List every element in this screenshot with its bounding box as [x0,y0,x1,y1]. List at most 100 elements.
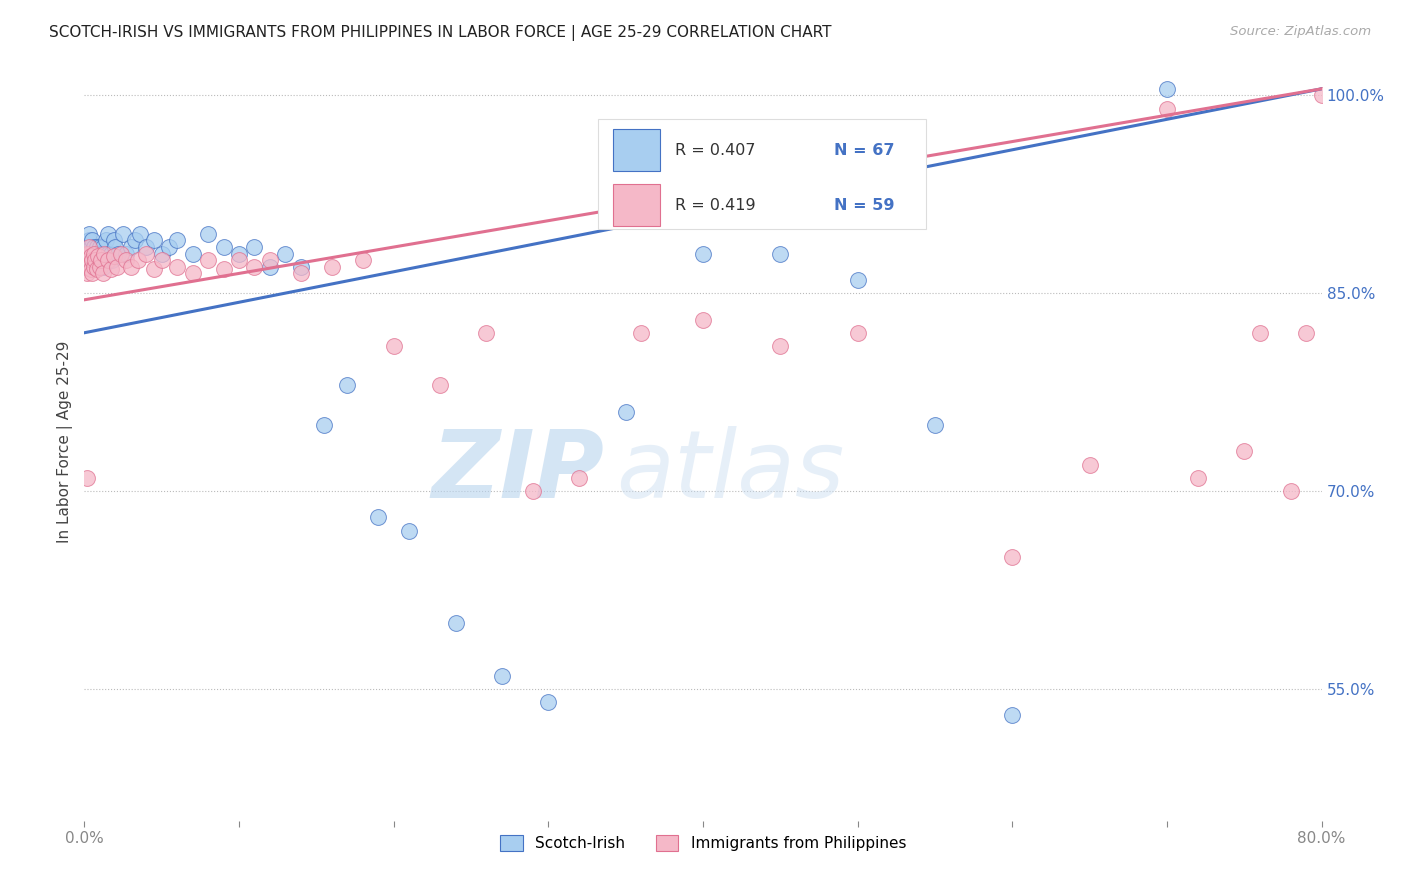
Text: R = 0.419: R = 0.419 [675,197,755,212]
Point [1310,88,1333,103]
Point [84,246,107,260]
Point [537,695,560,709]
Point [150,253,173,268]
Point [129,227,152,241]
Point [159,240,180,254]
Point [89,260,111,274]
Text: Source: ZipAtlas.com: Source: ZipAtlas.com [1230,25,1371,38]
Point [87,249,110,263]
Point [75,260,97,274]
Point [91,240,114,254]
Point [93,246,115,260]
Point [444,615,467,630]
Point [924,418,946,433]
Point [83,240,105,254]
Point [382,339,405,353]
Text: N = 59: N = 59 [834,197,894,212]
Point [321,260,343,274]
Point [96,227,118,241]
Point [120,260,142,274]
Point [90,246,112,260]
Point [110,246,132,260]
Point [76,260,98,274]
Point [75,249,97,263]
Point [135,240,157,254]
Point [212,262,235,277]
Point [398,524,420,538]
Point [82,267,104,281]
Point [846,326,869,340]
Point [84,260,107,274]
Point [181,267,204,281]
Point [77,240,100,254]
Point [197,253,219,268]
Point [77,257,100,271]
Point [93,253,115,268]
Point [522,483,544,498]
Point [1249,326,1271,340]
Point [475,326,498,340]
Point [1279,483,1302,498]
Point [1001,708,1024,723]
Point [112,227,135,241]
Point [82,253,104,268]
Point [166,234,188,248]
Point [107,246,129,260]
Point [120,240,142,254]
Bar [613,185,659,226]
Point [259,260,281,274]
Point [79,240,101,254]
Point [243,240,266,254]
Point [96,246,118,260]
Point [212,240,235,254]
Point [846,273,869,287]
Point [86,262,108,277]
Point [692,312,714,326]
Text: SCOTCH-IRISH VS IMMIGRANTS FROM PHILIPPINES IN LABOR FORCE | AGE 25-29 CORRELATI: SCOTCH-IRISH VS IMMIGRANTS FROM PHILIPPI… [49,25,832,41]
Point [83,253,105,268]
Point [79,253,101,268]
Bar [613,129,659,171]
Point [614,405,637,419]
Text: N = 67: N = 67 [834,143,894,158]
Point [1187,471,1209,485]
Legend: Scotch-Irish, Immigrants from Philippines: Scotch-Irish, Immigrants from Philippine… [492,827,914,858]
Point [1156,82,1178,96]
Point [89,240,111,254]
Y-axis label: In Labor Force | Age 25-29: In Labor Force | Age 25-29 [58,341,73,542]
Point [87,260,110,274]
Point [79,249,101,263]
Point [77,246,100,260]
Point [143,234,166,248]
Point [290,267,312,281]
Point [87,246,110,260]
Point [101,253,124,268]
Point [290,260,312,274]
Point [76,246,98,260]
Point [83,246,105,260]
Point [166,260,188,274]
Point [336,378,359,392]
Point [630,326,652,340]
Point [76,240,98,254]
Point [150,246,173,260]
Point [1156,102,1178,116]
Point [82,246,104,260]
Point [75,246,97,260]
Point [75,253,97,268]
Point [100,246,122,260]
Point [197,227,219,241]
Point [115,246,138,260]
Point [77,234,100,248]
Point [103,249,125,263]
Text: ZIP: ZIP [432,425,605,518]
Point [274,246,297,260]
Point [143,262,166,277]
Point [259,253,281,268]
Point [91,260,114,274]
Point [98,253,121,268]
Point [82,260,104,274]
Point [228,253,250,268]
Point [127,253,149,268]
Point [429,378,451,392]
